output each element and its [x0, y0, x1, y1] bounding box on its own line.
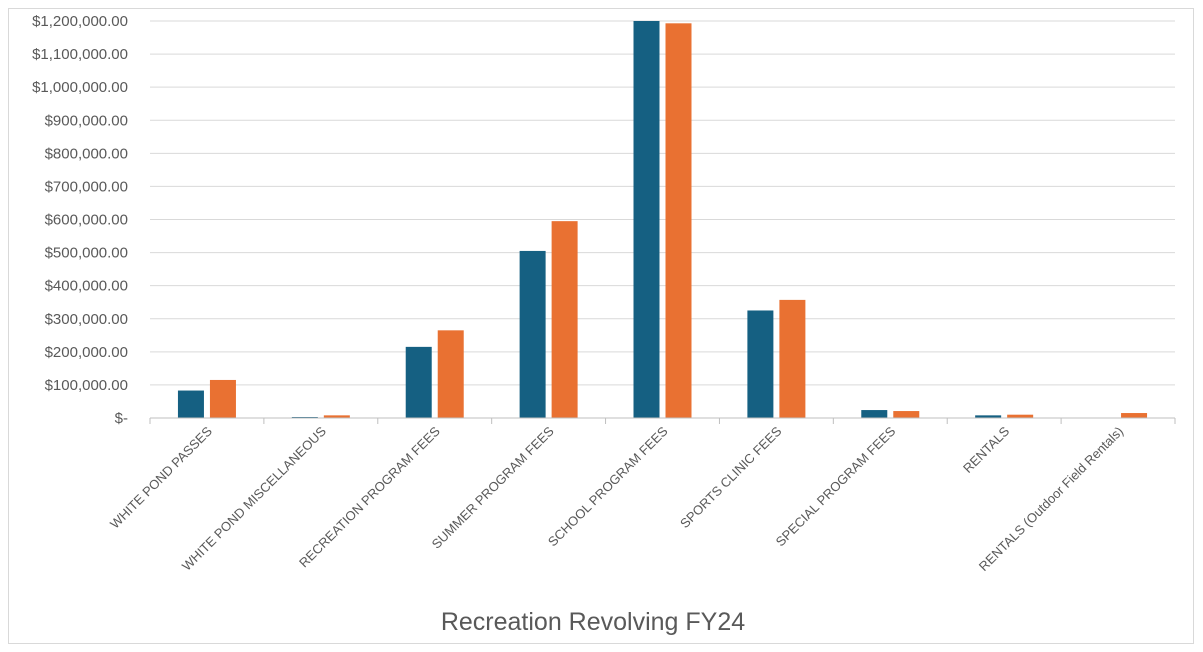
y-axis-tick-labels: $- $100,000.00 $200,000.00 $300,000.00 $400,… [32, 13, 128, 427]
bar [551, 221, 578, 418]
x-tick-label: SCHOOL PROGRAM FEES [545, 423, 671, 549]
y-tick-label: $100,000.00 [45, 377, 128, 394]
chart-title: Recreation Revolving FY24 [441, 608, 745, 636]
y-tick-label: $300,000.00 [45, 311, 128, 328]
bar [405, 346, 432, 418]
bar [747, 310, 774, 418]
bar [437, 330, 464, 418]
gridlines [150, 20, 1175, 386]
bar [975, 415, 1002, 418]
y-tick-label: $400,000.00 [45, 278, 128, 295]
y-tick-label: $1,000,000.00 [32, 79, 128, 96]
y-tick-label: $500,000.00 [45, 245, 128, 262]
x-tick-label: RENTALS [960, 423, 1013, 476]
x-tick-label: SPECIAL PROGRAM FEES [773, 423, 899, 549]
bar [1007, 414, 1034, 418]
x-tick-label: SPORTS CLINIC FEES [677, 423, 785, 531]
x-axis [149, 417, 1176, 424]
bar [1121, 413, 1148, 418]
bar [633, 21, 660, 418]
y-tick-label: $900,000.00 [45, 112, 128, 129]
x-tick-label: RECREATION PROGRAM FEES [296, 423, 443, 570]
bar [779, 299, 806, 418]
bar [665, 23, 692, 419]
x-tick-label: WHITE POND PASSES [107, 423, 215, 531]
bar [861, 410, 888, 418]
y-tick-label: $1,100,000.00 [32, 46, 128, 63]
y-tick-label: $200,000.00 [45, 344, 128, 361]
bar [519, 250, 546, 418]
y-tick-label: $600,000.00 [45, 212, 128, 229]
bar [177, 390, 204, 418]
bars [177, 21, 1148, 419]
chart-frame [8, 8, 1194, 644]
bar [209, 379, 236, 418]
y-tick-label: $800,000.00 [45, 145, 128, 162]
bar [323, 415, 350, 418]
y-tick-label: $1,200,000.00 [32, 13, 128, 30]
bar [893, 411, 920, 418]
x-tick-label: SUMMER PROGRAM FEES [429, 423, 557, 551]
y-tick-label: $- [115, 410, 128, 427]
y-tick-label: $700,000.00 [45, 178, 128, 195]
